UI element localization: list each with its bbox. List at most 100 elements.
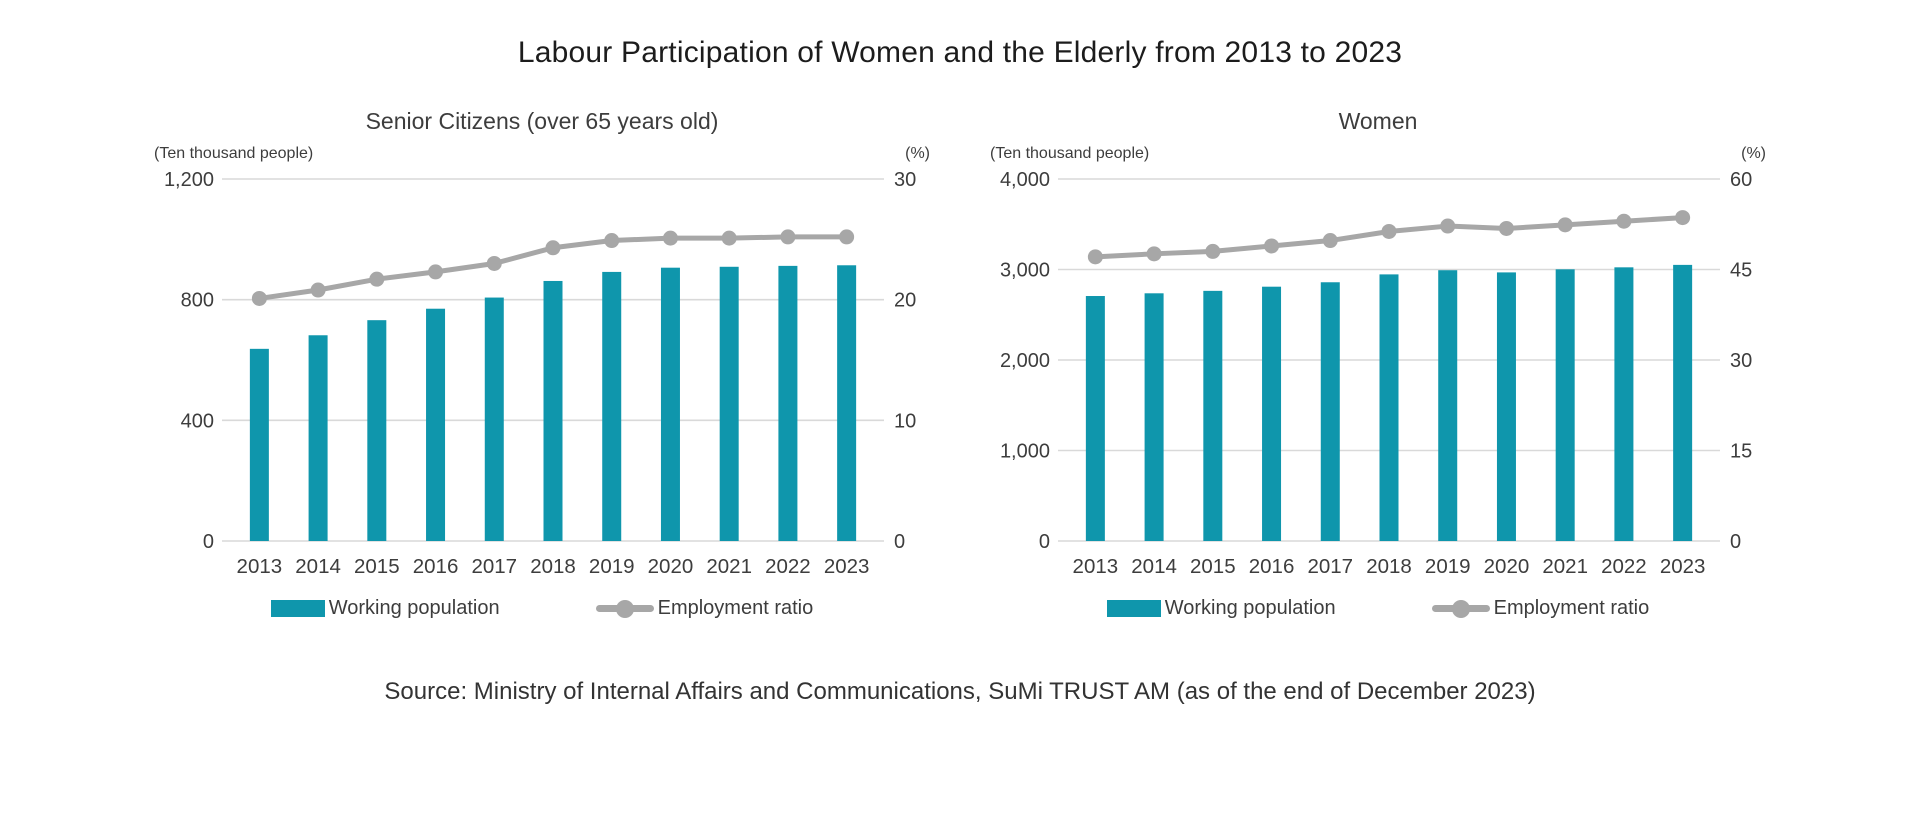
employment-ratio-marker-2016	[428, 264, 444, 280]
working-population-bar-2022	[1614, 267, 1634, 541]
right-axis-unit-label: (%)	[905, 145, 930, 162]
x-tick-label-2019: 2019	[589, 555, 635, 578]
legend-item-employment-ratio: Employment ratio	[595, 597, 813, 620]
working-population-bar-2021	[1555, 269, 1575, 541]
employment-ratio-marker-2022	[780, 229, 796, 245]
working-population-bar-2022	[778, 265, 798, 541]
senior-citizens-plot: 0 400 800 1,200 0 10 20 30 2013 2014 2015 2016 2017 2…	[164, 169, 916, 578]
chart-title-senior-citizens: Senior Citizens (over 65 years old)	[365, 108, 719, 134]
x-tick-label-2021: 2021	[706, 555, 752, 578]
left-axis-tick-label: 1,200	[164, 169, 214, 191]
working-population-bar-2020	[1496, 272, 1516, 541]
employment-ratio-marker-2017	[486, 255, 502, 271]
working-population-bar-2023	[837, 265, 857, 541]
right-axis-tick-label: 45	[1730, 260, 1752, 282]
right-axis-tick-label: 30	[894, 169, 916, 191]
women-plot: 0 1,000 2,000 3,000 4,000 0 15 30 45 60 2013 2014 20…	[1000, 169, 1752, 578]
employment-ratio-marker-2021	[721, 230, 737, 246]
chart-panel-senior-citizens: Senior Citizens (over 65 years old) (Ten…	[152, 108, 932, 620]
legend-item-working-population: Working population	[270, 597, 500, 620]
employment-ratio-marker-2019	[1440, 218, 1456, 234]
working-population-bar-2017	[484, 297, 504, 541]
working-population-bar-2015	[367, 320, 387, 541]
working-population-bar-2023	[1673, 264, 1693, 541]
working-population-bar-2014	[1144, 293, 1164, 541]
right-axis-tick-label: 30	[1730, 350, 1752, 372]
x-tick-label-2015: 2015	[1190, 555, 1236, 578]
right-axis-unit-label: (%)	[1741, 145, 1766, 162]
legend: Working population Employment ratio	[988, 597, 1768, 620]
employment-ratio-marker-2023	[1675, 210, 1691, 226]
working-population-bar-2018	[543, 280, 563, 541]
x-tick-label-2014: 2014	[295, 555, 341, 578]
left-axis-tick-label: 0	[1039, 531, 1050, 553]
right-axis-tick-label: 15	[1730, 441, 1752, 463]
main-title: Labour Participation of Women and the El…	[517, 36, 1403, 69]
working-population-bar-2021	[719, 266, 739, 541]
employment-ratio-marker-2014	[310, 282, 326, 298]
employment-ratio-marker-2013	[251, 290, 267, 306]
working-population-bar-2019	[602, 271, 622, 541]
employment-ratio-marker-2015	[369, 271, 385, 287]
left-axis-tick-label: 800	[181, 290, 214, 312]
x-tick-label-2023: 2023	[824, 555, 870, 578]
x-tick-label-2019: 2019	[1425, 555, 1471, 578]
legend-item-employment-ratio: Employment ratio	[1431, 597, 1650, 620]
working-population-bar-2014	[308, 335, 328, 541]
legend-item-working-population: Working population	[1106, 597, 1336, 620]
left-axis-tick-label: 1,000	[1000, 441, 1050, 463]
left-axis-unit-label: (Ten thousand people)	[154, 145, 314, 162]
right-axis-tick-label: 60	[1730, 169, 1752, 191]
employment-ratio-marker-2019	[604, 233, 620, 249]
left-axis-tick-label: 0	[203, 531, 214, 553]
working-population-bar-2018	[1379, 274, 1399, 541]
left-axis-tick-label: 2,000	[1000, 350, 1050, 372]
working-population-bar-2016	[426, 308, 446, 541]
working-population-bar-2016	[1262, 286, 1282, 541]
x-tick-label-2020: 2020	[648, 555, 694, 578]
right-axis-tick-label: 10	[894, 410, 916, 432]
x-tick-label-2015: 2015	[354, 555, 400, 578]
x-tick-label-2018: 2018	[530, 555, 576, 578]
left-axis-tick-label: 400	[181, 410, 214, 432]
x-tick-label-2020: 2020	[1484, 555, 1530, 578]
source-note: Source: Ministry of Internal Affairs and…	[384, 678, 1536, 705]
x-tick-label-2013: 2013	[1073, 555, 1119, 578]
left-axis-unit-label: (Ten thousand people)	[990, 145, 1150, 162]
axis-units-row: (Ten thousand people) (%)	[152, 145, 932, 163]
employment-ratio-marker-2018	[545, 240, 561, 256]
line-marker-dot-icon	[615, 599, 634, 618]
employment-ratio-marker-2018	[1381, 223, 1397, 239]
legend-label-working-population: Working population	[328, 597, 500, 619]
employment-ratio-marker-2013	[1087, 249, 1103, 265]
employment-ratio-marker-2014	[1146, 246, 1162, 262]
x-tick-label-2016: 2016	[413, 555, 459, 578]
working-population-swatch	[1106, 600, 1161, 617]
legend-label-employment-ratio: Employment ratio	[1493, 597, 1650, 619]
x-tick-label-2018: 2018	[1366, 555, 1412, 578]
x-tick-label-2022: 2022	[1601, 555, 1647, 578]
employment-ratio-marker-2017	[1322, 233, 1338, 249]
legend: Working population Employment ratio	[152, 597, 932, 620]
employment-ratio-marker-2023	[839, 229, 855, 245]
working-population-bar-2015	[1203, 290, 1223, 541]
x-tick-label-2023: 2023	[1660, 555, 1706, 578]
right-axis-tick-label: 0	[894, 531, 905, 553]
charts-row: Senior Citizens (over 65 years old) (Ten…	[0, 108, 1920, 620]
chart-panel-women: Women (Ten thousand people) (%) 0 1,000 2,…	[988, 108, 1768, 620]
employment-ratio-marker-2022	[1616, 213, 1632, 229]
left-axis-tick-label: 4,000	[1000, 169, 1050, 191]
working-population-bar-2013	[249, 348, 269, 541]
employment-ratio-marker-2016	[1264, 238, 1280, 254]
working-population-bar-2019	[1438, 270, 1458, 541]
working-population-swatch	[270, 600, 325, 617]
chart-title-women: Women	[1338, 108, 1418, 134]
x-tick-label-2022: 2022	[765, 555, 811, 578]
working-population-bar-2017	[1320, 282, 1340, 541]
x-tick-label-2014: 2014	[1131, 555, 1177, 578]
left-axis-tick-label: 3,000	[1000, 260, 1050, 282]
x-tick-label-2013: 2013	[237, 555, 283, 578]
employment-ratio-marker-2020	[662, 230, 678, 246]
employment-ratio-swatch	[595, 599, 654, 618]
